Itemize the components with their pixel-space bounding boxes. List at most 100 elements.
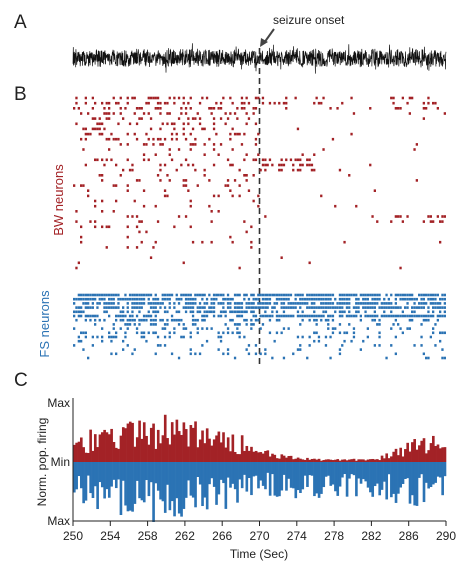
fs-spike bbox=[425, 318, 428, 322]
bw-spike bbox=[175, 132, 178, 136]
fs-firing-bar bbox=[229, 462, 232, 488]
fs-spike bbox=[226, 306, 230, 309]
bw-spike bbox=[84, 137, 87, 141]
fs-spike bbox=[147, 331, 150, 335]
fs-firing-bar bbox=[415, 462, 419, 506]
bw-spike bbox=[252, 199, 255, 203]
fs-spike bbox=[264, 302, 267, 305]
bw-spike bbox=[159, 101, 162, 105]
fs-spike bbox=[371, 297, 374, 301]
bw-firing-bar bbox=[77, 441, 81, 462]
bw-spike bbox=[203, 174, 206, 177]
bw-spike bbox=[252, 112, 255, 115]
fs-spike bbox=[208, 306, 211, 309]
fs-spike bbox=[196, 327, 199, 330]
bw-firing-bar bbox=[257, 452, 260, 462]
fs-spike bbox=[306, 306, 309, 309]
fs-spike bbox=[198, 302, 202, 305]
fs-spike bbox=[245, 323, 248, 326]
bw-spike bbox=[142, 204, 146, 208]
bw-firing-bar bbox=[266, 450, 270, 462]
bw-spike bbox=[94, 158, 97, 162]
fs-spike bbox=[364, 297, 367, 301]
bw-spike bbox=[131, 96, 134, 100]
fs-spike bbox=[131, 302, 134, 305]
fs-spike bbox=[110, 352, 113, 356]
fs-spike bbox=[390, 314, 393, 318]
fs-spike bbox=[226, 293, 230, 297]
bw-spike bbox=[101, 101, 104, 105]
fs-spike bbox=[327, 293, 330, 297]
fs-spike bbox=[443, 293, 446, 297]
fs-spike bbox=[161, 327, 164, 330]
fs-spike bbox=[140, 302, 143, 305]
bw-spike bbox=[245, 153, 248, 156]
fs-spike bbox=[294, 293, 297, 297]
bw-spike bbox=[219, 107, 223, 110]
bw-spike bbox=[189, 204, 192, 208]
fs-spike bbox=[418, 306, 421, 309]
bw-firing-bar bbox=[84, 452, 88, 462]
fs-spike bbox=[292, 352, 295, 356]
bw-spike bbox=[177, 148, 181, 151]
fs-spike bbox=[163, 297, 167, 301]
bw-firing-bar bbox=[261, 453, 265, 462]
fs-spike bbox=[145, 293, 148, 297]
bw-spike bbox=[280, 158, 283, 162]
fs-spike bbox=[119, 318, 122, 322]
bw-spike bbox=[184, 158, 188, 162]
fs-spike bbox=[154, 352, 157, 356]
fs-spike bbox=[441, 331, 444, 335]
fs-spike bbox=[142, 297, 146, 301]
fs-spike bbox=[383, 310, 386, 314]
bw-spike bbox=[397, 215, 400, 218]
fs-spike bbox=[408, 297, 411, 301]
fs-spike bbox=[299, 293, 302, 297]
bw-spike bbox=[238, 168, 241, 172]
fs-spike bbox=[331, 306, 335, 309]
fs-spike bbox=[299, 323, 302, 326]
bw-spike bbox=[299, 168, 302, 172]
fs-spike bbox=[401, 314, 404, 318]
bw-spike bbox=[282, 101, 286, 105]
fs-spike bbox=[345, 306, 349, 309]
bw-spike bbox=[108, 101, 111, 105]
fs-spike bbox=[80, 310, 83, 314]
bw-firing-bar bbox=[355, 460, 358, 462]
bw-spike bbox=[163, 194, 167, 198]
fs-spike bbox=[105, 293, 108, 297]
fs-spike bbox=[385, 302, 388, 305]
bw-spike bbox=[126, 189, 129, 192]
bw-spike bbox=[75, 96, 78, 100]
fs-spike bbox=[252, 293, 255, 297]
fs-spike bbox=[385, 314, 388, 318]
bw-firing-bar bbox=[264, 450, 267, 462]
bw-spike bbox=[159, 143, 162, 146]
fs-firing-bar bbox=[210, 462, 214, 479]
fs-firing-bar bbox=[301, 462, 305, 490]
bw-firing-bar bbox=[275, 458, 279, 462]
fs-spike bbox=[233, 310, 237, 314]
bw-spike bbox=[247, 189, 251, 192]
fs-spike bbox=[219, 293, 223, 297]
fs-spike bbox=[422, 293, 425, 297]
fs-firing-bar bbox=[82, 462, 85, 504]
panel-letter-a: A bbox=[14, 12, 27, 33]
fs-spike bbox=[226, 348, 230, 351]
bw-spike bbox=[238, 194, 241, 198]
fs-spike bbox=[278, 293, 281, 297]
fs-spike bbox=[110, 306, 113, 309]
fs-spike bbox=[131, 297, 134, 301]
fs-spike bbox=[142, 335, 146, 339]
fs-spike bbox=[282, 310, 286, 314]
fs-spike bbox=[245, 306, 248, 309]
fs-spike bbox=[334, 297, 337, 301]
bw-spike bbox=[243, 107, 246, 110]
bw-spike bbox=[254, 137, 258, 141]
bw-spike bbox=[73, 107, 76, 110]
fs-spike bbox=[282, 297, 286, 301]
fs-firing-bar bbox=[315, 462, 319, 494]
fs-spike bbox=[254, 318, 258, 322]
fs-spike bbox=[222, 331, 225, 335]
fs-spike bbox=[275, 302, 279, 305]
